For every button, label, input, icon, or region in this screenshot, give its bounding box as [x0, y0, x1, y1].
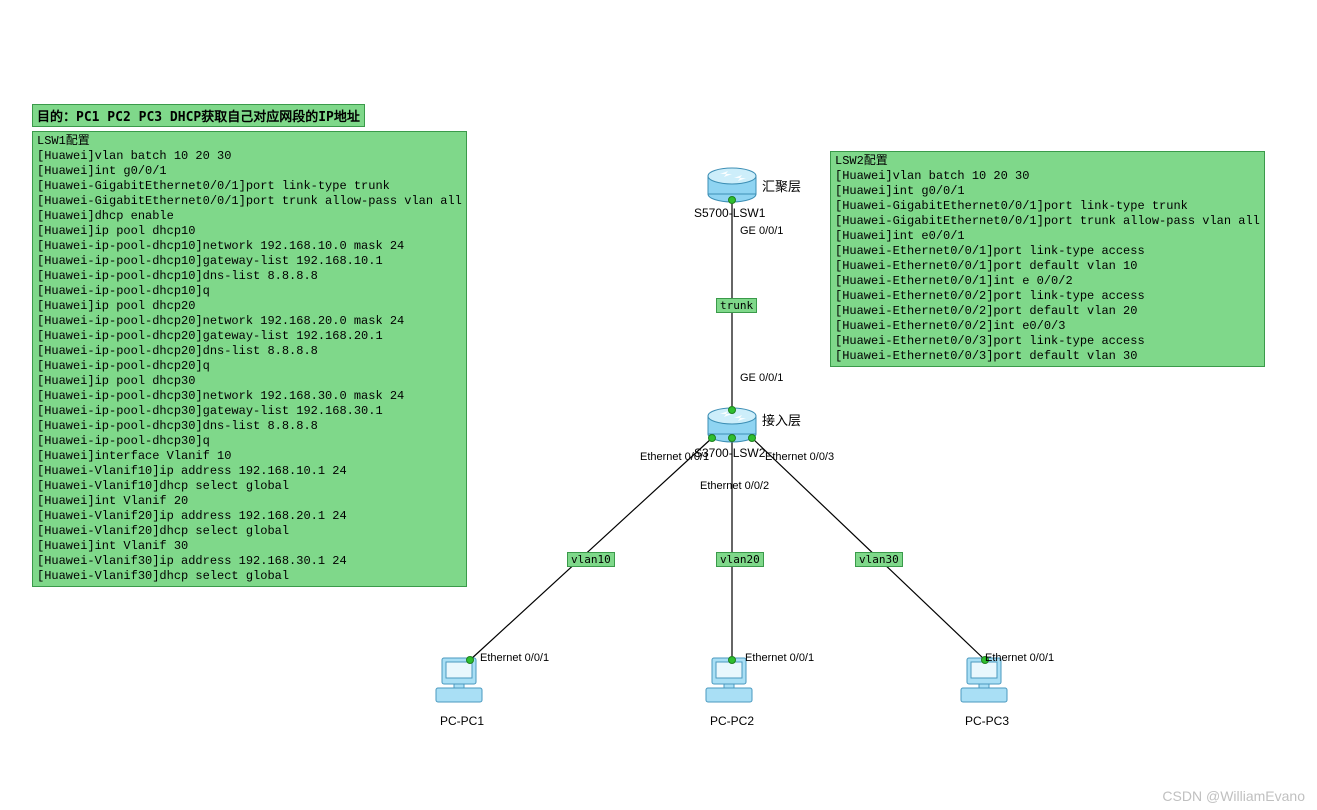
- diagram-title: 目的：PC1 PC2 PC3 DHCP获取自己对应网段的IP地址: [32, 104, 365, 127]
- port-label: Ethernet 0/0/1: [985, 652, 1054, 664]
- link-tag: vlan20: [716, 552, 764, 567]
- label-pc1: PC-PC1: [440, 714, 484, 728]
- topology-canvas: { "meta": { "width": 1317, "height": 810…: [0, 0, 1317, 810]
- role-lsw2: 接入层: [762, 410, 801, 429]
- link-tag: vlan10: [567, 552, 615, 567]
- link-line: [470, 438, 712, 660]
- port-dot: [748, 434, 756, 442]
- port-dot: [466, 656, 474, 664]
- watermark: CSDN @WilliamEvano: [1162, 788, 1305, 804]
- port-dot: [728, 656, 736, 664]
- port-label: Ethernet 0/0/1: [640, 451, 709, 463]
- port-label: Ethernet 0/0/1: [480, 652, 549, 664]
- role-lsw1: 汇聚层: [762, 176, 801, 195]
- port-dot: [728, 196, 736, 204]
- label-lsw1: S5700-LSW1: [694, 206, 765, 220]
- config-lsw1: LSW1配置 [Huawei]vlan batch 10 20 30 [Huaw…: [32, 131, 467, 587]
- port-dot: [728, 434, 736, 442]
- label-pc2: PC-PC2: [710, 714, 754, 728]
- label-pc3: PC-PC3: [965, 714, 1009, 728]
- port-dot: [708, 434, 716, 442]
- port-label: Ethernet 0/0/1: [745, 652, 814, 664]
- link-line: [752, 438, 985, 660]
- link-tag: vlan30: [855, 552, 903, 567]
- port-label: GE 0/0/1: [740, 372, 783, 384]
- port-label: Ethernet 0/0/3: [765, 451, 834, 463]
- config-lsw2: LSW2配置 [Huawei]vlan batch 10 20 30 [Huaw…: [830, 151, 1265, 367]
- port-label: GE 0/0/1: [740, 225, 783, 237]
- port-label: Ethernet 0/0/2: [700, 480, 769, 492]
- link-tag: trunk: [716, 298, 757, 313]
- port-dot: [728, 406, 736, 414]
